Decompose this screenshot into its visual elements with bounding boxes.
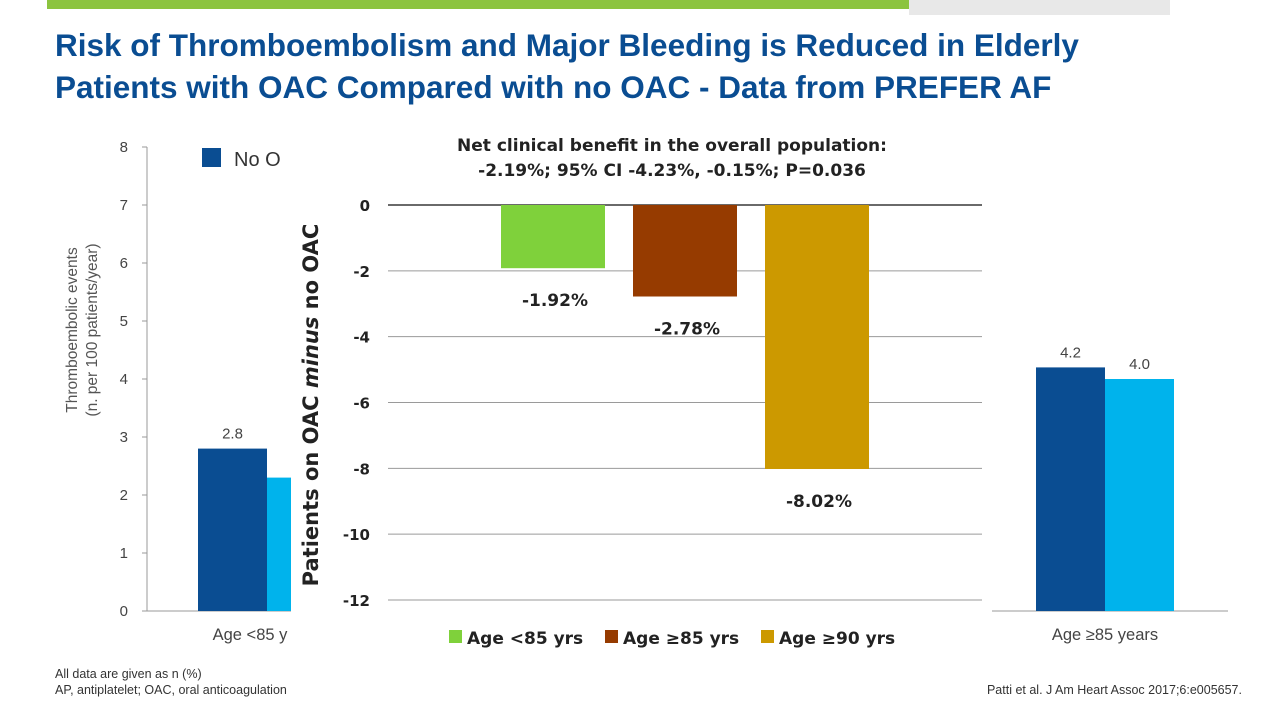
inset-bar-value-label: -1.92% bbox=[522, 291, 588, 311]
footnote-abbrev: AP, antiplatelet; OAC, oral anticoagulat… bbox=[55, 683, 287, 697]
bg-bar-value-label: 4.2 bbox=[1060, 344, 1081, 361]
bg-y-tick-label: 5 bbox=[120, 313, 128, 330]
inset-legend-label: Age ≥85 yrs bbox=[623, 629, 739, 649]
slide-title-line1: Risk of Thromboembolism and Major Bleedi… bbox=[55, 27, 1079, 63]
inset-y-axis-title: Patients on OAC minus no OAC bbox=[299, 224, 323, 587]
inset-y-axis-title-minus: minus bbox=[299, 317, 323, 388]
bg-y-tick-label: 0 bbox=[120, 603, 128, 620]
inset-y-tick-label: -12 bbox=[343, 592, 370, 610]
bg-y-tick-label: 3 bbox=[120, 429, 128, 446]
bg-bar-no-oac-age-ge85 bbox=[1036, 367, 1105, 611]
inset-y-tick-label: 0 bbox=[360, 197, 370, 215]
top-grey-bar bbox=[909, 0, 1170, 15]
bg-y-tick-label: 8 bbox=[120, 139, 128, 156]
inset-bar-age-lt85 bbox=[501, 205, 605, 269]
inset-y-axis-title-part3: no OAC bbox=[299, 224, 323, 317]
inset-y-tick-label: -6 bbox=[353, 395, 370, 413]
inset-legend-label: Age <85 yrs bbox=[467, 629, 583, 649]
bg-y-tick-label: 1 bbox=[120, 545, 128, 562]
inset-legend-swatch bbox=[605, 630, 618, 643]
slide-title-line2: Patients with OAC Compared with no OAC -… bbox=[55, 69, 1052, 105]
inset-bar-value-label: -2.78% bbox=[654, 320, 720, 340]
bg-y-axis-title-line2: (n. per 100 patients/year) bbox=[84, 243, 101, 416]
bg-y-axis-title-line1: Thromboembolic events bbox=[64, 247, 81, 413]
top-accent-bar bbox=[47, 0, 909, 9]
inset-y-tick-label: -10 bbox=[343, 526, 370, 544]
bg-x-category-label: Age ≥85 years bbox=[1052, 626, 1158, 644]
inset-y-tick-label: -4 bbox=[353, 329, 370, 347]
inset-legend-swatch bbox=[449, 630, 462, 643]
bg-bar-no-oac-age-lt85 bbox=[198, 448, 267, 611]
bg-y-tick-label: 2 bbox=[120, 487, 128, 504]
bg-x-category-label: Age <85 y bbox=[213, 626, 289, 644]
bg-legend-label-no-oac: No O bbox=[234, 149, 281, 171]
inset-bar-age-ge90 bbox=[765, 205, 869, 469]
bg-y-axis-title: Thromboembolic events (n. per 100 patient… bbox=[64, 243, 101, 416]
bg-y-tick-label: 7 bbox=[120, 197, 128, 214]
inset-legend-swatch bbox=[761, 630, 774, 643]
bg-legend-swatch-no-oac bbox=[202, 148, 221, 167]
inset-y-tick-label: -2 bbox=[353, 263, 370, 281]
inset-background bbox=[291, 122, 992, 660]
inset-legend-label: Age ≥90 yrs bbox=[779, 629, 895, 649]
bg-bar-value-label: 4.0 bbox=[1129, 356, 1150, 373]
inset-bar-age-ge85 bbox=[633, 205, 737, 297]
bg-bar-oac-age-ge85 bbox=[1105, 379, 1174, 611]
inset-bar-value-label: -8.02% bbox=[786, 492, 852, 512]
slide-title: Risk of Thromboembolism and Major Bleedi… bbox=[55, 24, 1245, 108]
inset-y-tick-label: -8 bbox=[353, 460, 370, 478]
inset-y-axis-title-part1: Patients on OAC bbox=[299, 388, 323, 586]
citation: Patti et al. J Am Heart Assoc 2017;6:e00… bbox=[986, 683, 1242, 697]
bg-bar-value-label: 2.8 bbox=[222, 426, 243, 443]
inset-title-line2: -2.19%; 95% CI -4.23%, -0.15%; P=0.036 bbox=[478, 161, 866, 181]
footnote-data: All data are given as n (%) bbox=[55, 667, 202, 681]
bg-y-tick-label: 4 bbox=[120, 371, 128, 388]
inset-title-line1: Net clinical benefit in the overall popu… bbox=[457, 136, 887, 156]
bg-y-tick-label: 6 bbox=[120, 255, 128, 272]
